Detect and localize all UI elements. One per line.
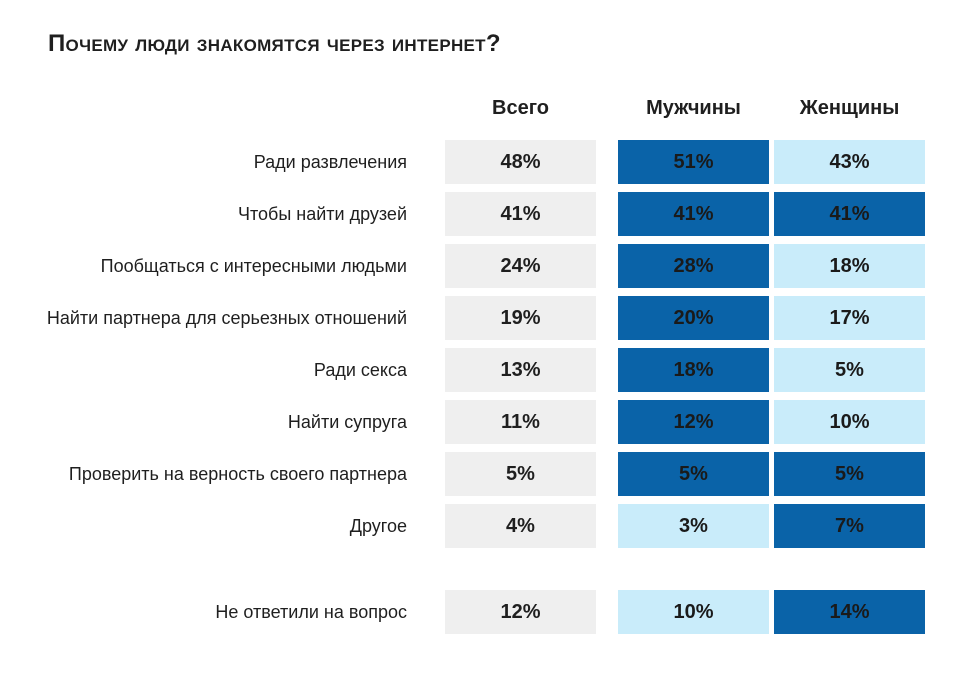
row-label: Не ответили на вопрос xyxy=(215,602,407,622)
value-cell: 5% xyxy=(774,348,925,392)
value-cell: 10% xyxy=(618,590,769,634)
chart-title: Почему люди знакомятся через интернет? xyxy=(48,30,501,57)
row-label: Найти супруга xyxy=(287,412,407,432)
value-cell: 10% xyxy=(774,400,925,444)
value-cell: 24% xyxy=(445,244,596,288)
value-cell: 5% xyxy=(774,452,925,496)
value-cell: 20% xyxy=(618,296,769,340)
value-cell: 3% xyxy=(618,504,769,548)
column-header-3: Женщины xyxy=(799,97,900,119)
row-label: Пообщаться с интересными людьми xyxy=(100,256,407,276)
value-cell: 28% xyxy=(618,244,769,288)
value-cell: 4% xyxy=(445,504,596,548)
row-label: Другое xyxy=(349,516,407,536)
row-label: Ради секса xyxy=(313,360,407,380)
value-cell: 41% xyxy=(774,192,925,236)
value-cell: 18% xyxy=(618,348,769,392)
value-cell: 12% xyxy=(618,400,769,444)
value-cell: 43% xyxy=(774,140,925,184)
value-cell: 41% xyxy=(618,192,769,236)
value-cell: 5% xyxy=(618,452,769,496)
value-cell: 7% xyxy=(774,504,925,548)
row-label: Чтобы найти друзей xyxy=(237,204,407,224)
value-cell: 5% xyxy=(445,452,596,496)
column-header-2: Мужчины xyxy=(646,97,741,119)
value-cell: 51% xyxy=(618,140,769,184)
value-cell: 14% xyxy=(774,590,925,634)
value-cell: 19% xyxy=(445,296,596,340)
value-cell: 11% xyxy=(445,400,596,444)
column-header-1: Всего xyxy=(492,97,549,119)
value-cell: 17% xyxy=(774,296,925,340)
row-label: Проверить на верность своего партнера xyxy=(68,464,407,484)
value-cell: 41% xyxy=(445,192,596,236)
value-cell: 12% xyxy=(445,590,596,634)
value-cell: 13% xyxy=(445,348,596,392)
row-label: Ради развлечения xyxy=(253,152,407,172)
row-label: Найти партнера для серьезных отношений xyxy=(46,308,407,328)
value-cell: 48% xyxy=(445,140,596,184)
value-cell: 18% xyxy=(774,244,925,288)
